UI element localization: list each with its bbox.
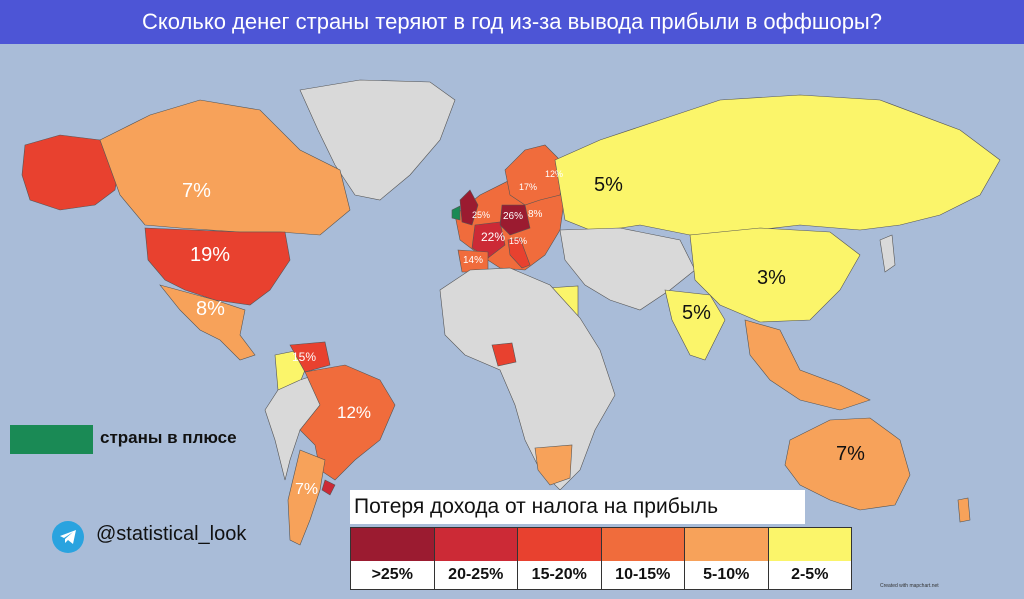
positive-countries-swatch: [10, 425, 93, 454]
scandinavia: [504, 144, 566, 206]
label-canada: 7%: [182, 180, 211, 202]
alaska: [21, 134, 121, 211]
legend-swatch: [351, 528, 434, 561]
legend-label: >25%: [371, 566, 413, 583]
legend-swatch: [685, 528, 768, 561]
legend-item: 5-10%: [685, 528, 769, 589]
mexico: [159, 284, 256, 361]
legend-item: >25%: [351, 528, 435, 589]
australia: [784, 417, 911, 511]
label-germany: 26%: [503, 211, 524, 222]
label-usa: 19%: [190, 244, 231, 266]
africa: [439, 267, 616, 491]
positive-countries-label: страны в плюсе: [100, 428, 237, 447]
channel-handle[interactable]: @statistical_look: [96, 523, 247, 545]
label-poland: 8%: [528, 209, 543, 220]
world-map: [21, 79, 1001, 546]
legend-item: 2-5%: [768, 528, 851, 589]
france: [471, 221, 506, 259]
nigeria: [491, 342, 517, 367]
middle-east: [559, 227, 696, 311]
page-title: Сколько денег страны теряют в год из-за …: [0, 0, 1024, 44]
legend-label: 5-10%: [703, 566, 750, 583]
venezuela: [289, 341, 331, 373]
new-zealand: [957, 497, 971, 523]
legend-label: 15-20%: [531, 566, 587, 583]
label-russia: 5%: [594, 174, 623, 196]
legend-swatch: [601, 528, 684, 561]
label-sweden: 17%: [519, 182, 538, 192]
south-africa: [534, 444, 573, 486]
label-venezuela: 15%: [292, 350, 317, 364]
usa: [144, 227, 291, 306]
italy: [507, 237, 531, 269]
germany: [499, 204, 531, 236]
label-india: 5%: [682, 302, 711, 324]
label-spain: 14%: [463, 255, 484, 266]
label-france: 22%: [481, 230, 506, 244]
uruguay: [321, 479, 336, 496]
label-italy: 15%: [509, 236, 528, 246]
japan: [879, 234, 896, 273]
label-brazil: 12%: [337, 403, 372, 422]
uk: [459, 189, 479, 226]
legend-label: 10-15%: [615, 566, 671, 583]
canada: [99, 99, 351, 236]
label-argentina: 7%: [295, 481, 319, 498]
legend-swatch: [434, 528, 517, 561]
legend-title: Потеря дохода от налога на прибыль: [350, 490, 805, 524]
label-mexico: 8%: [196, 298, 225, 320]
label-australia: 7%: [836, 443, 865, 465]
legend-label: 20-25%: [448, 566, 504, 583]
legend-swatch: [518, 528, 601, 561]
legend-swatch: [768, 528, 851, 561]
label-china: 3%: [757, 267, 786, 289]
label-belgium: 25%: [472, 210, 491, 220]
argentina: [287, 449, 326, 546]
india: [664, 289, 726, 361]
legend-item: 20-25%: [434, 528, 518, 589]
brazil: [299, 364, 396, 481]
legend-item: 15-20%: [518, 528, 602, 589]
legend-label: 2-5%: [791, 566, 829, 583]
russia: [554, 94, 1001, 236]
credit-text: Created with mapchart.net: [880, 583, 939, 589]
label-finland: 12%: [545, 169, 564, 179]
ireland: [451, 205, 461, 221]
telegram-icon: [52, 521, 84, 553]
southeast-asia: [744, 319, 871, 411]
china: [689, 227, 861, 323]
legend: >25% 20-25% 15-20% 10-15% 5-10% 2-5%: [350, 527, 852, 590]
legend-item: 10-15%: [601, 528, 685, 589]
